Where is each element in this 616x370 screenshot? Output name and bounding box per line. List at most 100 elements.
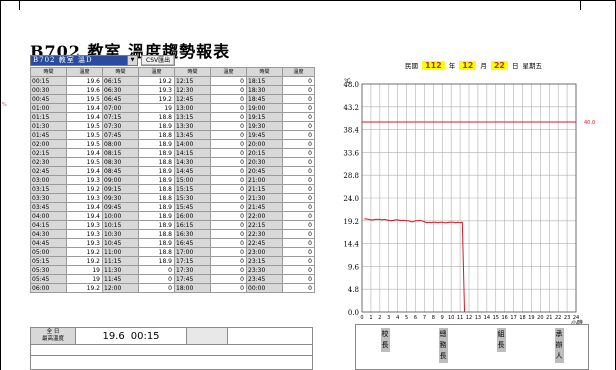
x-tick-label: 2 [378, 315, 381, 321]
x-tick-label: 22 [555, 315, 561, 321]
time-cell: 22:15 [246, 220, 283, 230]
y-tick-label: 48.0 [343, 81, 359, 89]
temperature-cell: 0 [282, 148, 315, 158]
y-tick-label: 4.8 [348, 286, 359, 294]
time-cell: 14:30 [174, 157, 211, 167]
x-tick-label: 14 [484, 315, 490, 321]
x-tick-label: 10 [448, 315, 454, 321]
table-row: 00:30 19.6 06:30 19.3 12:30 0 18:30 0 [30, 85, 315, 95]
temperature-cell: 0 [138, 274, 175, 284]
stamp-cell: 總務長 [414, 325, 472, 369]
room-select[interactable]: B702 教室 溫D ▼ [30, 54, 138, 66]
time-cell: 13:30 [174, 121, 211, 131]
temperature-cell: 19.2 [66, 256, 103, 266]
temperature-cell: 0 [282, 274, 315, 284]
toolbar: B702 教室 溫D ▼ CSV匯出 [30, 54, 176, 66]
table-row: 06:00 19.2 12:00 0 18:00 0 00:00 0 [30, 283, 315, 293]
time-cell: 21:15 [246, 184, 283, 194]
table-header-cell: 時間 [102, 67, 139, 77]
temperature-cell: 19.5 [66, 157, 103, 167]
time-cell: 06:45 [102, 94, 139, 104]
table-header-row: 時間 溫度 時間 溫度 時間 溫度 時間 溫度 [30, 67, 315, 77]
temperature-cell: 19.4 [66, 166, 103, 176]
temperature-cell: 0 [282, 229, 315, 239]
time-cell: 08:15 [102, 148, 139, 158]
stamp-char: 務 [439, 341, 447, 349]
time-cell: 00:15 [30, 76, 67, 86]
temperature-cell: 0 [282, 247, 315, 257]
time-cell: 11:45 [102, 274, 139, 284]
temperature-cell: 0 [282, 112, 315, 122]
temperature-cell: 0 [210, 256, 247, 266]
time-cell: 09:45 [102, 202, 139, 212]
temperature-cell: 0 [210, 166, 247, 176]
table-header-cell: 溫度 [138, 67, 175, 77]
chevron-down-icon[interactable]: ▼ [127, 55, 137, 65]
temperature-cell: 0 [210, 274, 247, 284]
temperature-cell: 0 [210, 175, 247, 185]
temperature-cell: 0 [210, 130, 247, 140]
date-era: 民國 [405, 62, 418, 70]
temperature-cell: 18.9 [138, 121, 175, 131]
time-cell: 15:00 [174, 175, 211, 185]
date-weekday: 星期五 [522, 62, 542, 70]
max-temperature: 19.6 [102, 330, 125, 342]
x-tick-label: 20 [537, 315, 543, 321]
x-tick-label: 15 [493, 315, 499, 321]
time-cell: 09:30 [102, 193, 139, 203]
time-cell: 00:00 [246, 283, 283, 293]
time-cell: 02:00 [30, 139, 67, 149]
table-row: 02:00 19.5 08:00 18.9 14:00 0 20:00 0 [30, 139, 315, 149]
temperature-cell: 0 [282, 238, 315, 248]
time-cell: 03:15 [30, 184, 67, 194]
time-cell: 21:00 [246, 175, 283, 185]
temperature-table: 時間 溫度 時間 溫度 時間 溫度 時間 溫度 00:15 19.6 06:15 19.2 12:15… [30, 67, 315, 293]
temperature-cell: 19.2 [66, 283, 103, 293]
x-tick-label: 21 [546, 315, 552, 321]
temperature-cell: 19 [66, 274, 103, 284]
threshold-label: 40.0 [584, 120, 595, 126]
temperature-cell: 0 [210, 265, 247, 275]
time-cell: 13:15 [174, 112, 211, 122]
time-cell: 17:00 [174, 247, 211, 257]
temperature-cell: 19.4 [66, 148, 103, 158]
stamp-char: 承 [555, 330, 563, 338]
time-cell: 20:45 [246, 166, 283, 176]
daily-summary: 全 日 最高溫度 19.6 00:15 [30, 327, 313, 370]
temperature-cell: 0 [282, 193, 315, 203]
time-cell: 17:30 [174, 265, 211, 275]
time-cell: 20:30 [246, 157, 283, 167]
time-cell: 02:30 [30, 157, 67, 167]
time-cell: 15:15 [174, 184, 211, 194]
date-day: 22 [490, 60, 508, 70]
stamp-cell: 承辦人 [530, 325, 588, 369]
stamp-char: 總 [439, 330, 447, 338]
table-row: 01:30 19.5 07:30 18.9 13:30 0 19:30 0 [30, 121, 315, 131]
x-tick-label: 6 [414, 315, 417, 321]
temperature-cell: 0 [282, 130, 315, 140]
table-header-cell: 時間 [30, 67, 67, 77]
temperature-cell: 0 [210, 283, 247, 293]
table-row: 01:00 19.4 07:00 19 13:00 0 19:00 0 [30, 103, 315, 113]
temperature-cell: 18.8 [138, 229, 175, 239]
time-cell: 14:45 [174, 166, 211, 176]
time-cell: 00:30 [30, 85, 67, 95]
time-cell: 21:45 [246, 202, 283, 212]
x-tick-label: 1 [369, 315, 372, 321]
temperature-cell: 19.6 [66, 85, 103, 95]
summary-blank-cell [187, 328, 228, 344]
time-cell: 05:00 [30, 247, 67, 257]
temperature-cell: 19 [66, 265, 103, 275]
temperature-cell: 0 [282, 211, 315, 221]
temperature-cell: 19.2 [66, 184, 103, 194]
temperature-cell: 19.5 [66, 139, 103, 149]
table-row: 01:45 19.5 07:45 18.8 13:45 0 19:45 0 [30, 130, 315, 140]
temperature-cell: 0 [210, 85, 247, 95]
csv-export-button[interactable]: CSV匯出 [141, 54, 176, 66]
time-cell: 19:30 [246, 121, 283, 131]
table-header-cell: 時間 [174, 67, 211, 77]
max-temperature-time: 00:15 [130, 330, 160, 342]
time-cell: 10:45 [102, 238, 139, 248]
stamp-char: 組 [497, 330, 505, 338]
temperature-cell: 0 [282, 265, 315, 275]
